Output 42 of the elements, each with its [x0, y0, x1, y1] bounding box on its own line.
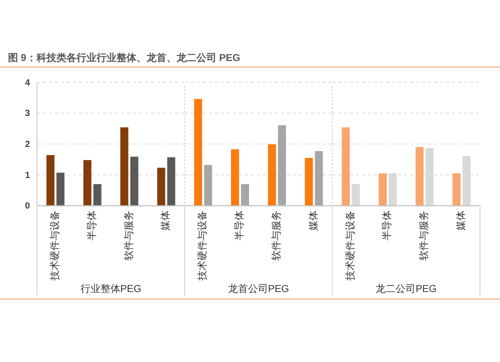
- bar: [231, 149, 240, 206]
- x-tick-label: 半导体: [86, 210, 98, 241]
- bar: [342, 127, 350, 206]
- x-tick-label: 媒体: [455, 210, 468, 231]
- y-tick-label: 0: [24, 200, 30, 211]
- bar: [452, 173, 461, 206]
- bar: [278, 125, 286, 206]
- x-tick-label: 技术硬件与设备: [48, 210, 61, 282]
- x-tick-label: 软件与服务: [270, 210, 282, 261]
- bar: [241, 184, 250, 206]
- bar: [120, 127, 128, 206]
- bar: [130, 156, 138, 206]
- x-axis-title: 龙首公司PEG: [228, 283, 290, 295]
- bar: [416, 147, 424, 206]
- bar: [83, 160, 92, 206]
- bar: [194, 98, 202, 206]
- chart-title: 图 9：科技类各行业行业整体、龙首、龙二公司 PEG: [8, 52, 240, 64]
- x-tick-label: 软件与服务: [122, 210, 135, 261]
- bar: [378, 173, 387, 206]
- x-axis-title: 行业整体PEG: [80, 283, 142, 295]
- x-tick-label: 技术硬件与设备: [344, 210, 356, 282]
- x-tick-label: 软件与服务: [418, 210, 430, 261]
- y-tick-label: 4: [24, 77, 30, 88]
- x-tick-label: 媒体: [160, 210, 172, 231]
- x-axis-title: 龙二公司PEG: [376, 283, 437, 295]
- x-tick-label: 媒体: [307, 210, 320, 231]
- bar: [268, 144, 276, 206]
- x-tick-label: 半导体: [234, 210, 246, 241]
- x-tick-label: 半导体: [381, 210, 394, 241]
- y-tick-label: 2: [24, 139, 30, 149]
- bar: [93, 184, 102, 206]
- bar: [304, 158, 313, 206]
- bar: [167, 157, 176, 206]
- y-tick-label: 3: [24, 108, 30, 118]
- bar: [314, 151, 323, 206]
- bar: [56, 172, 64, 206]
- bar: [46, 155, 54, 206]
- bar: [204, 164, 212, 206]
- bar: [157, 168, 166, 206]
- x-tick-label: 技术硬件与设备: [196, 210, 209, 282]
- bar: [352, 184, 360, 206]
- y-tick-label: 1: [24, 170, 30, 180]
